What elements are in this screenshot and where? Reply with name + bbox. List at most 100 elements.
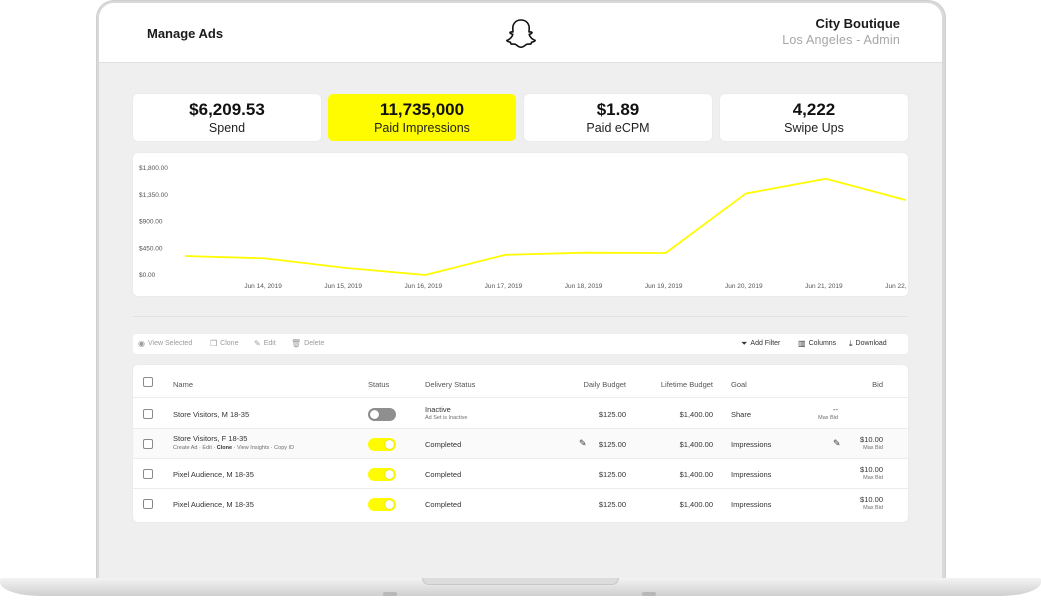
create-ad-link[interactable]: Create Ad bbox=[173, 445, 198, 451]
daily-budget[interactable]: $125.00 bbox=[598, 500, 626, 509]
laptop-notch bbox=[422, 578, 619, 585]
add-filter-label: Add Filter bbox=[750, 340, 781, 347]
column-header-status[interactable]: Status bbox=[368, 380, 390, 389]
top-header: Manage Ads City Boutique Los Angeles - A… bbox=[99, 3, 942, 63]
toggle-knob bbox=[385, 440, 394, 449]
y-tick-label: $1,350.00 bbox=[139, 192, 168, 199]
delivery-status: Inactive bbox=[425, 405, 451, 414]
status-toggle[interactable] bbox=[368, 438, 396, 451]
laptop-foot-right bbox=[642, 592, 656, 596]
line-chart: $1,800.00 $1,350.00 $900.00 $450.00 $0.00 Jun… bbox=[139, 165, 908, 290]
download-button[interactable]: ⤓ Download bbox=[849, 340, 887, 348]
daily-budget[interactable]: $125.00 bbox=[598, 410, 626, 419]
daily-budget[interactable]: $125.00 bbox=[598, 440, 626, 449]
column-header-daily-budget[interactable]: Daily Budget bbox=[583, 380, 626, 389]
clone-link[interactable]: Clone bbox=[216, 445, 233, 451]
kpi-value: 4,222 bbox=[792, 100, 836, 119]
account-switcher[interactable]: City Boutique Los Angeles - Admin bbox=[782, 16, 900, 47]
x-tick-label: Jun 21, 2019 bbox=[805, 283, 843, 290]
delete-button[interactable]: 🗑 Delete bbox=[291, 339, 325, 348]
view-selected-label: View Selected bbox=[147, 340, 193, 347]
filter-icon: ⏷ bbox=[741, 339, 748, 348]
row-checkbox[interactable] bbox=[143, 469, 153, 479]
status-toggle[interactable] bbox=[368, 468, 396, 481]
bid-value[interactable]: $10.00 bbox=[860, 495, 883, 504]
page-title: Manage Ads bbox=[147, 26, 224, 41]
column-header-name[interactable]: Name bbox=[173, 380, 194, 389]
clone-button[interactable]: ❐ Clone bbox=[210, 339, 239, 348]
metrics-chart-card: $1,800.00 $1,350.00 $900.00 $450.00 $0.00 Jun… bbox=[133, 153, 908, 296]
table-row[interactable]: Pixel Audience, M 18-35 Completed $125.0… bbox=[133, 459, 908, 489]
edit-budget-pencil-icon[interactable]: ✎ bbox=[579, 438, 587, 448]
row-checkbox[interactable] bbox=[143, 439, 153, 449]
snapchat-ghost-icon[interactable] bbox=[503, 16, 539, 52]
add-filter-button[interactable]: ⏷ Add Filter bbox=[741, 339, 781, 348]
table-row[interactable]: Store Visitors, M 18-35 Inactive Ad Set … bbox=[133, 399, 908, 429]
ad-set-name[interactable]: Store Visitors, M 18-35 bbox=[173, 410, 250, 419]
separator: · bbox=[270, 445, 273, 451]
bid-value[interactable]: $10.00 bbox=[860, 465, 883, 474]
lifetime-budget[interactable]: $1,400.00 bbox=[679, 470, 713, 479]
kpi-card-paid-impressions[interactable]: 11,735,000 Paid Impressions bbox=[328, 94, 516, 141]
delete-label: Delete bbox=[304, 340, 325, 347]
goal: Impressions bbox=[731, 470, 772, 479]
lifetime-budget[interactable]: $1,400.00 bbox=[679, 410, 713, 419]
table-header-row: Name Status Delivery Status Daily Budget… bbox=[133, 365, 908, 398]
column-header-delivery[interactable]: Delivery Status bbox=[425, 380, 476, 389]
goal: Share bbox=[731, 410, 752, 419]
separator: · bbox=[199, 445, 201, 451]
columns-icon: ▥ bbox=[798, 339, 806, 348]
eye-icon: ◉ bbox=[138, 339, 145, 348]
copy-icon: ❐ bbox=[210, 339, 218, 348]
kpi-label: Spend bbox=[208, 121, 246, 135]
laptop-foot-left bbox=[383, 592, 397, 596]
status-toggle[interactable] bbox=[368, 408, 396, 421]
view-selected-button[interactable]: ◉ View Selected bbox=[138, 339, 193, 348]
bid-type: Max Bid bbox=[818, 415, 838, 421]
column-header-bid[interactable]: Bid bbox=[872, 380, 883, 389]
separator: · bbox=[213, 445, 216, 451]
table-toolbar: ◉ View Selected ❐ Clone ✎ Edit 🗑 Delete … bbox=[133, 334, 908, 354]
y-tick-label: $0.00 bbox=[139, 272, 156, 279]
lifetime-budget[interactable]: $1,400.00 bbox=[679, 500, 713, 509]
kpi-card-swipe-ups[interactable]: 4,222 Swipe Ups bbox=[720, 94, 908, 141]
column-header-lifetime-budget[interactable]: Lifetime Budget bbox=[660, 380, 713, 389]
x-tick-label: Jun 15, 2019 bbox=[324, 283, 362, 290]
y-tick-label: $1,800.00 bbox=[139, 165, 168, 172]
edit-bid-pencil-icon[interactable]: ✎ bbox=[833, 438, 841, 448]
clone-label: Clone bbox=[220, 340, 239, 347]
daily-budget[interactable]: $125.00 bbox=[598, 470, 626, 479]
row-checkbox[interactable] bbox=[143, 499, 153, 509]
kpi-value: $6,209.53 bbox=[189, 100, 265, 119]
status-toggle[interactable] bbox=[368, 498, 396, 511]
select-all-checkbox[interactable] bbox=[143, 377, 153, 387]
ad-sets-table: Name Status Delivery Status Daily Budget… bbox=[133, 365, 908, 522]
delivery-status: Completed bbox=[425, 470, 462, 479]
bid-type: Max Bid bbox=[863, 475, 883, 481]
table-row[interactable]: Pixel Audience, M 18-35 Completed $125.0… bbox=[133, 489, 908, 519]
ad-set-name[interactable]: Pixel Audience, M 18-35 bbox=[173, 500, 254, 509]
view-insights-link[interactable]: View Insights bbox=[236, 445, 270, 451]
edit-button[interactable]: ✎ Edit bbox=[254, 340, 276, 348]
ad-set-name[interactable]: Store Visitors, F 18-35 bbox=[173, 434, 248, 443]
row-checkbox[interactable] bbox=[143, 409, 153, 419]
kpi-card-paid-ecpm[interactable]: $1.89 Paid eCPM bbox=[524, 94, 712, 141]
bid-value[interactable]: -- bbox=[833, 405, 838, 414]
lifetime-budget[interactable]: $1,400.00 bbox=[679, 440, 713, 449]
app-screen: Manage Ads City Boutique Los Angeles - A… bbox=[99, 3, 942, 578]
goal: Impressions bbox=[731, 440, 772, 449]
trash-icon: 🗑 bbox=[291, 339, 302, 348]
delivery-status-sub: Ad Set is Inactive bbox=[425, 415, 468, 421]
delivery-status: Completed bbox=[425, 500, 462, 509]
goal: Impressions bbox=[731, 500, 772, 509]
laptop-base bbox=[0, 578, 1041, 596]
ad-set-name[interactable]: Pixel Audience, M 18-35 bbox=[173, 470, 254, 479]
copy-id-link[interactable]: Copy ID bbox=[274, 445, 295, 451]
bid-value[interactable]: $10.00 bbox=[860, 435, 883, 444]
columns-button[interactable]: ▥ Columns bbox=[798, 339, 836, 348]
kpi-card-spend[interactable]: $6,209.53 Spend bbox=[133, 94, 321, 141]
y-tick-label: $450.00 bbox=[139, 245, 163, 252]
column-header-goal[interactable]: Goal bbox=[731, 380, 747, 389]
table-row[interactable]: Store Visitors, F 18-35 Create Ad · Edit… bbox=[133, 429, 908, 459]
edit-link[interactable]: Edit bbox=[202, 445, 212, 451]
